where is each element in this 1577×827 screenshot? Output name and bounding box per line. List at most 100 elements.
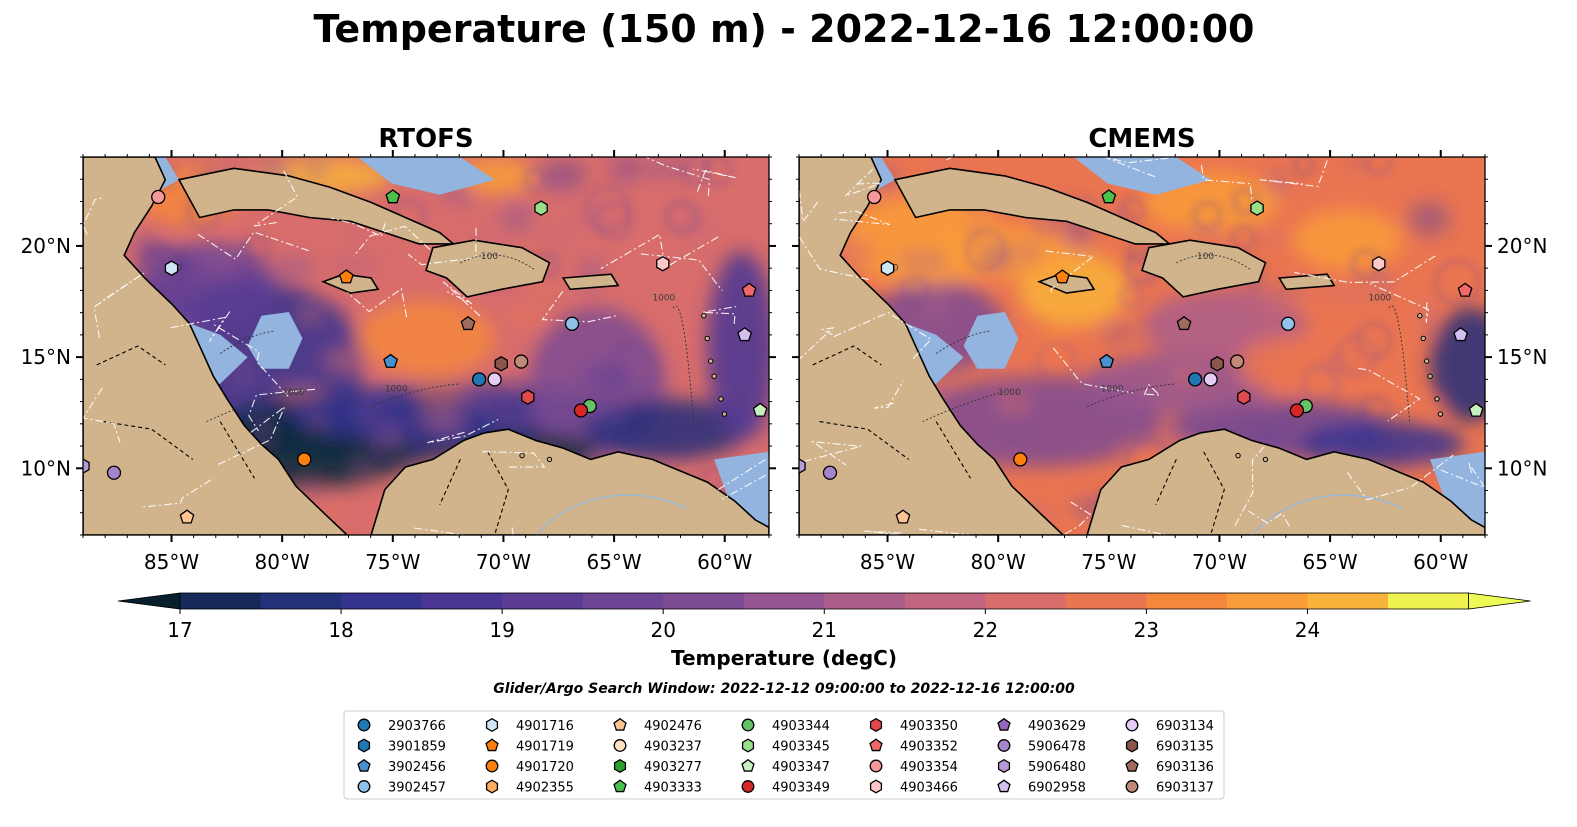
island xyxy=(546,456,553,463)
legend-label: 4903350 xyxy=(900,719,958,734)
legend-label: 5906480 xyxy=(1028,760,1086,775)
platform-marker-6903137 xyxy=(1230,354,1245,369)
legend-item: 4902476 xyxy=(613,717,702,734)
map-frame xyxy=(82,156,770,536)
platform-marker-3902456 xyxy=(383,353,399,368)
legend-marker-4901720 xyxy=(485,759,499,773)
island xyxy=(1437,411,1444,417)
platform-marker-4901720 xyxy=(1013,452,1028,467)
island xyxy=(1262,456,1269,463)
platform-marker-5906480 xyxy=(83,458,90,474)
lat-tick-label: 15°N xyxy=(21,345,71,369)
island xyxy=(721,411,728,417)
contour-label: 1000 xyxy=(998,388,1021,398)
legend-marker-6903137 xyxy=(1125,780,1139,793)
lon-tick-label: 75°W xyxy=(365,550,420,574)
legend-item: 4903466 xyxy=(869,779,958,796)
legend-marker-4903333 xyxy=(613,779,627,793)
legend-item: 4903277 xyxy=(613,758,702,775)
legend-label: 4903354 xyxy=(900,760,958,775)
land-mass xyxy=(561,273,620,291)
colorbar-segment xyxy=(824,593,906,609)
legend-label: 3902457 xyxy=(388,781,446,796)
legend-label: 4903466 xyxy=(900,781,958,796)
legend-item: 4901719 xyxy=(485,738,574,755)
legend-label: 4902476 xyxy=(644,719,702,734)
platform-marker-4903333 xyxy=(1101,189,1117,204)
platform-marker-6902958 xyxy=(737,327,753,342)
land-mass xyxy=(83,157,349,535)
legend-marker-6903135 xyxy=(1125,738,1139,753)
legend-label: 4903352 xyxy=(900,740,958,755)
panel-title: CMEMS xyxy=(1088,124,1195,154)
island xyxy=(711,373,717,379)
lon-tick-label: 85°W xyxy=(144,550,199,574)
panel-title: RTOFS xyxy=(378,124,473,154)
land-mass xyxy=(799,157,1065,535)
colorbar-tick-label: 18 xyxy=(328,618,353,642)
platform-marker-4901716 xyxy=(164,260,179,276)
legend-label: 4903345 xyxy=(772,740,830,755)
colorbar-tick-label: 20 xyxy=(650,618,675,642)
legend-marker-3901859 xyxy=(357,738,371,753)
colorbar-tick-label: 21 xyxy=(812,618,837,642)
platform-marker-4901719 xyxy=(338,269,354,284)
legend-marker-4902355 xyxy=(485,779,499,794)
country-borders xyxy=(812,345,1225,535)
legend-marker-2903766 xyxy=(357,718,371,732)
island xyxy=(704,335,710,342)
lat-tick-label: 10°N xyxy=(1497,456,1547,480)
platform-marker-4903347 xyxy=(752,402,768,417)
platform-marker-4903345 xyxy=(534,200,548,216)
colorbar-over-extend xyxy=(1468,592,1531,610)
legend-item: 4903333 xyxy=(613,779,702,796)
map-area: 100010001001001000 xyxy=(83,157,769,535)
legend-item: 4903347 xyxy=(741,758,830,775)
platform-marker-4903347 xyxy=(1468,402,1484,417)
legend-item: 3902457 xyxy=(357,780,446,796)
land-mass xyxy=(425,239,551,298)
platform-marker-4902476 xyxy=(895,509,911,524)
platform-marker-4903350 xyxy=(521,389,535,405)
platform-marker-6903135 xyxy=(494,356,508,372)
legend-label: 6903137 xyxy=(1156,781,1214,796)
legend-marker-4903466 xyxy=(869,779,883,794)
contour-label: 1000 xyxy=(385,384,408,394)
island xyxy=(519,452,525,459)
river xyxy=(1251,494,1403,535)
island xyxy=(1420,335,1426,342)
legend-item: 6903136 xyxy=(1125,758,1214,775)
land-mass xyxy=(370,428,769,535)
legend-marker-4903352 xyxy=(869,738,883,752)
lon-tick-label: 65°W xyxy=(586,550,641,574)
legend-box xyxy=(343,710,1225,800)
river xyxy=(535,494,687,535)
platform-marker-6903136 xyxy=(1176,315,1192,331)
land-mass xyxy=(893,167,1172,245)
legend-marker-4901716 xyxy=(485,717,499,733)
legend-item: 6903134 xyxy=(1125,718,1214,734)
lon-tick-label: 70°W xyxy=(1192,550,1247,574)
platform-marker-5906480 xyxy=(799,458,806,474)
legend-item: 4902355 xyxy=(485,779,574,796)
lon-tick-label: 60°W xyxy=(1413,550,1468,574)
platform-markers xyxy=(83,189,768,524)
shelf-area xyxy=(714,451,769,535)
island xyxy=(1235,452,1241,459)
colorbar-segment xyxy=(1388,593,1469,609)
legend-marker-4903354 xyxy=(869,759,883,773)
figure-title: Temperature (150 m) - 2022-12-16 12:00:0… xyxy=(313,7,1254,51)
lon-tick-label: 65°W xyxy=(1302,550,1357,574)
contour-label: 1000 xyxy=(1368,294,1391,304)
legend-label: 2903766 xyxy=(388,719,446,734)
legend-marker-4903345 xyxy=(741,738,755,753)
platform-marker-6902958 xyxy=(1453,327,1469,342)
eez-boundaries xyxy=(799,157,1485,535)
colorbar-under-extend xyxy=(117,592,181,610)
platform-marker-4901719 xyxy=(1054,269,1070,284)
legend-item: 4903349 xyxy=(741,780,830,796)
platform-marker-4903466 xyxy=(1372,255,1386,272)
legend-item: 6903137 xyxy=(1125,780,1214,796)
contour-label: 1000 xyxy=(652,294,675,304)
legend-item: 4901720 xyxy=(485,759,574,775)
